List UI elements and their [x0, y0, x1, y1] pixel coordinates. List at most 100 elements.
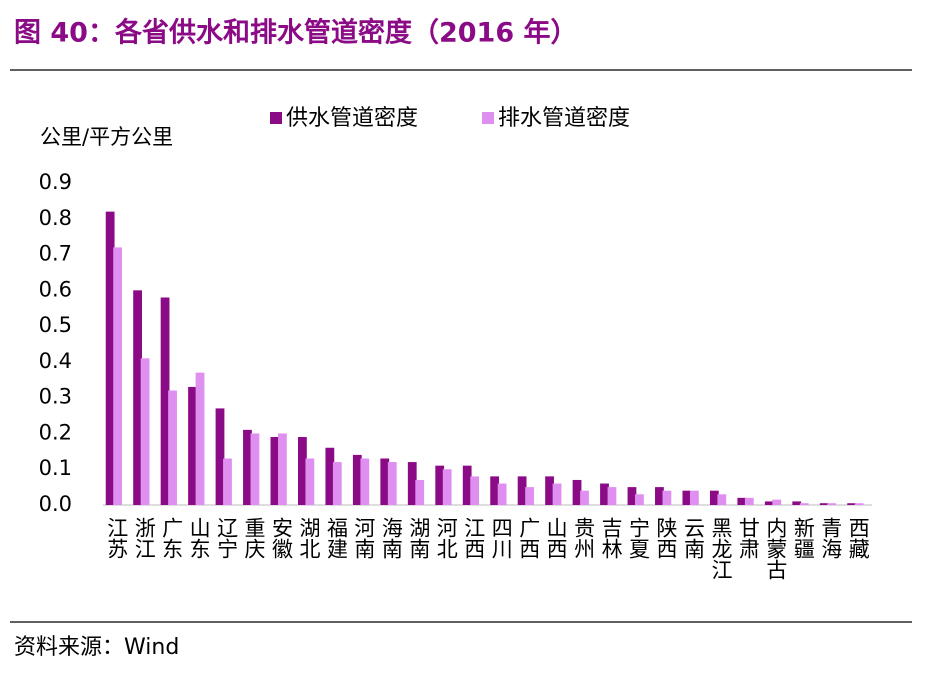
bar: [517, 476, 527, 505]
bar: [572, 479, 582, 505]
x-tick-label: 海南: [379, 517, 403, 559]
x-tick-label: 河北: [434, 517, 458, 559]
bar: [799, 503, 809, 505]
y-tick-label: 0.3: [39, 385, 72, 409]
x-tick-label: 湖南: [407, 517, 431, 559]
bar: [415, 479, 425, 505]
bar: [380, 458, 390, 505]
bar: [215, 408, 225, 505]
bar: [188, 386, 197, 505]
bar: [470, 476, 480, 505]
bar: [525, 487, 534, 505]
legend-swatch: [270, 112, 282, 124]
chart-title: 图 40：各省供水和排水管道密度（2016 年）: [14, 17, 578, 49]
bar: [442, 469, 452, 505]
bar: [195, 372, 205, 505]
legend-label: 排水管道密度: [498, 106, 630, 131]
bar: [435, 465, 445, 505]
bar: [113, 247, 123, 505]
x-tick-label: 安徽: [270, 517, 294, 559]
x-tick-label: 福建: [324, 517, 348, 559]
bar: [552, 483, 562, 505]
bar: [709, 490, 719, 505]
source: 资料来源：Wind: [14, 635, 179, 660]
bar: [827, 503, 837, 505]
bar: [243, 429, 252, 505]
x-tick-label: 吉林: [599, 517, 623, 559]
y-axis-label: 公里/平方公里: [40, 125, 173, 149]
x-tick-label: 云南: [681, 517, 705, 559]
bar: [854, 503, 864, 505]
bar: [627, 487, 637, 505]
bar: [407, 462, 417, 505]
x-tick-label: 湖北: [297, 517, 321, 559]
bar: [325, 447, 335, 505]
x-tick-label: 陕西: [654, 517, 678, 559]
bar: [682, 490, 692, 505]
bar: [545, 476, 554, 505]
bar: [387, 462, 397, 505]
y-tick-label: 0.5: [39, 313, 72, 337]
bar: [792, 501, 802, 505]
y-tick-label: 0.7: [39, 242, 72, 266]
y-tick-label: 0.9: [39, 170, 72, 194]
x-tick-label: 西藏: [846, 517, 870, 559]
bar: [133, 290, 142, 505]
bar: [105, 211, 115, 505]
y-tick-label: 0.2: [39, 420, 72, 444]
bar: [744, 497, 754, 505]
y-tick-label: 0.1: [39, 456, 72, 480]
bar: [819, 503, 829, 505]
bar: [305, 458, 315, 505]
x-tick-label: 四川: [489, 517, 513, 559]
x-tick-label: 河南: [352, 517, 376, 559]
y-tick-label: 0.4: [39, 349, 72, 373]
x-tick-label: 新疆: [791, 517, 815, 559]
x-tick-label: 山东: [187, 517, 211, 559]
x-tick-label: 广西: [517, 517, 541, 559]
bar: [140, 358, 150, 505]
bar: [462, 465, 472, 505]
y-tick-label: 0.0: [39, 492, 72, 516]
x-tick-label: 贵州: [572, 517, 596, 559]
bar: [250, 433, 260, 505]
bar: [847, 503, 857, 505]
legend-swatch: [482, 112, 494, 124]
bar: [580, 490, 589, 505]
bar: [332, 462, 342, 505]
bar: [764, 501, 774, 505]
bar: [168, 390, 177, 505]
x-tick-label: 浙江: [132, 517, 156, 559]
y-tick-label: 0.8: [39, 206, 72, 230]
x-tick-label: 山西: [544, 517, 568, 559]
bar: [497, 483, 507, 505]
x-tick-label: 青海: [819, 517, 843, 559]
legend-label: 供水管道密度: [286, 106, 418, 131]
x-tick-label: 甘肃: [736, 517, 760, 559]
bar: [278, 433, 287, 505]
bar: [607, 487, 617, 505]
x-tick-label: 辽宁: [215, 517, 239, 559]
bar: [352, 454, 362, 505]
bar: [717, 494, 727, 505]
bar: [160, 297, 170, 505]
bar: [772, 499, 782, 505]
bar: [490, 476, 500, 505]
y-tick-label: 0.6: [39, 277, 72, 301]
x-tick-label: 重庆: [242, 517, 266, 559]
x-tick-label: 江西: [462, 517, 486, 559]
bar: [297, 437, 307, 505]
bar: [270, 437, 280, 505]
x-tick-label: 内蒙古: [764, 517, 788, 580]
x-tick-label: 江苏: [105, 517, 129, 559]
x-tick-label: 宁夏: [627, 517, 651, 559]
bar: [635, 494, 644, 505]
bar: [662, 490, 672, 505]
bar: [689, 490, 699, 505]
x-tick-label: 广东: [160, 517, 184, 559]
x-tick-label: 黑龙江: [709, 517, 733, 580]
bar: [737, 497, 747, 505]
bar: [655, 487, 664, 505]
bar: [223, 458, 232, 505]
